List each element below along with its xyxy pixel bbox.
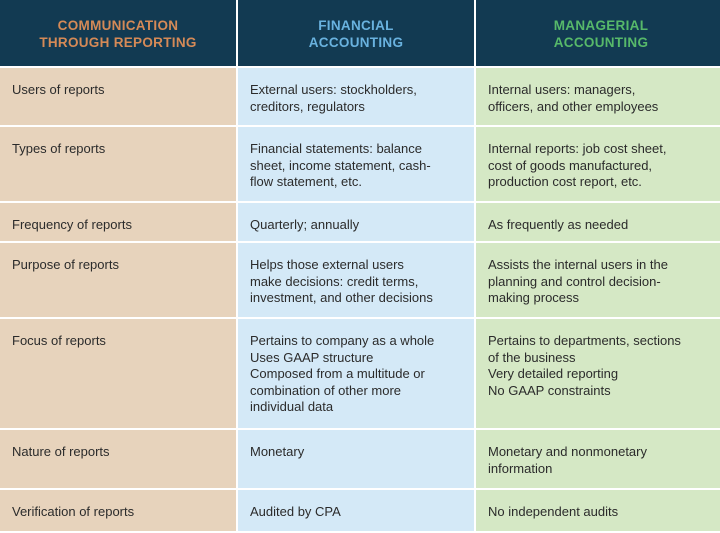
managerial-frequency: As frequently as needed [476,203,720,243]
row-label-users: Users of reports [0,68,238,127]
financial-verification: Audited by CPA [238,490,476,533]
financial-purpose: Helps those external users make decision… [238,243,476,319]
financial-types: Financial statements: balance sheet, inc… [238,127,476,203]
managerial-verification: No independent audits [476,490,720,533]
managerial-users: Internal users: managers, officers, and … [476,68,720,127]
row-label-verification: Verification of reports [0,490,238,533]
header-financial-accounting: FINANCIAL ACCOUNTING [238,0,476,68]
row-label-nature: Nature of reports [0,430,238,490]
financial-nature: Monetary [238,430,476,490]
managerial-nature: Monetary and nonmonetary information [476,430,720,490]
managerial-purpose: Assists the internal users in the planni… [476,243,720,319]
financial-users: External users: stockholders, creditors,… [238,68,476,127]
managerial-focus: Pertains to departments, sections of the… [476,319,720,430]
row-label-purpose: Purpose of reports [0,243,238,319]
financial-frequency: Quarterly; annually [238,203,476,243]
header-communication-through-reporting: COMMUNICATION THROUGH REPORTING [0,0,238,68]
row-label-focus: Focus of reports [0,319,238,430]
row-label-frequency: Frequency of reports [0,203,238,243]
financial-focus: Pertains to company as a whole Uses GAAP… [238,319,476,430]
row-label-types: Types of reports [0,127,238,203]
header-managerial-accounting: MANAGERIAL ACCOUNTING [476,0,720,68]
managerial-types: Internal reports: job cost sheet, cost o… [476,127,720,203]
